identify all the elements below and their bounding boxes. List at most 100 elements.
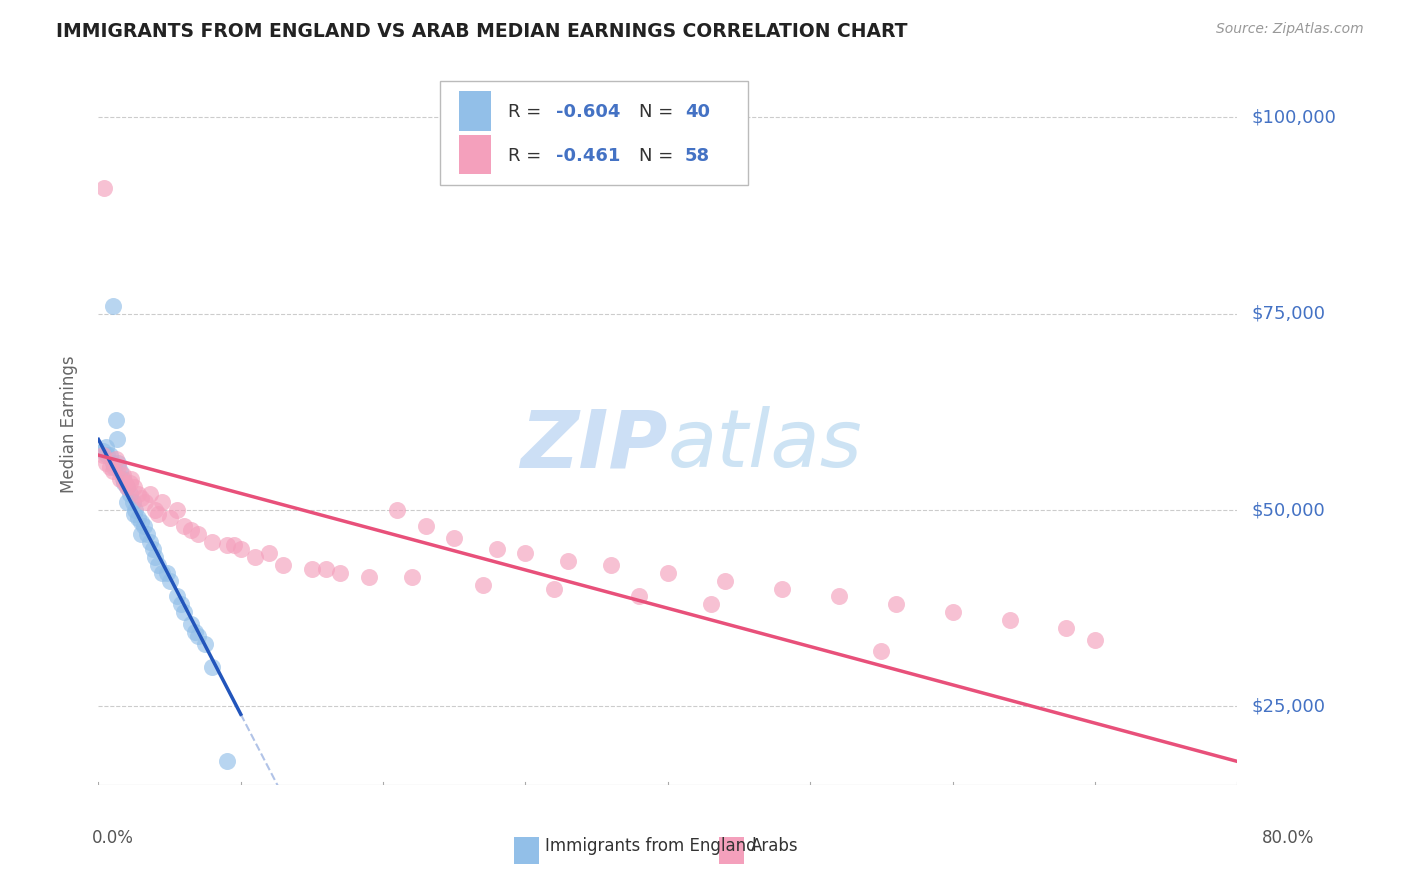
Bar [718, 837, 744, 864]
Point [180, 523, 202, 537]
Bar [515, 837, 538, 864]
Point [107, 456, 129, 470]
Point [108, 472, 131, 486]
Point [107, 459, 129, 474]
Point [170, 598, 193, 612]
Text: ZIP: ZIP [520, 407, 668, 484]
Point [173, 605, 195, 619]
Point [870, 644, 893, 658]
Point [98, 448, 121, 462]
Point [112, 475, 135, 490]
Point [273, 558, 295, 572]
Point [515, 546, 537, 560]
Point [222, 538, 245, 552]
Point [180, 617, 202, 632]
Point [138, 487, 160, 501]
Point [415, 518, 437, 533]
Point [443, 531, 465, 545]
Point [1084, 632, 1107, 647]
Point [111, 472, 134, 486]
Point [91, 444, 114, 458]
FancyBboxPatch shape [440, 80, 748, 186]
Point [122, 507, 145, 521]
Point [111, 467, 134, 482]
Point [108, 464, 131, 478]
Bar [460, 91, 491, 131]
Point [657, 566, 679, 580]
Point [145, 550, 167, 565]
Point [104, 413, 127, 427]
Point [557, 554, 579, 568]
Point [187, 526, 209, 541]
Point [628, 590, 651, 604]
Point [315, 562, 337, 576]
Point [471, 577, 494, 591]
Point [94, 440, 117, 454]
Point [152, 566, 174, 580]
Point [91, 448, 114, 462]
Point [1056, 621, 1078, 635]
Point [159, 574, 181, 588]
Point [600, 558, 623, 572]
Point [132, 518, 155, 533]
Text: -0.461: -0.461 [557, 147, 620, 165]
Text: $75,000: $75,000 [1251, 305, 1326, 323]
Point [357, 570, 380, 584]
Point [115, 479, 138, 493]
Point [201, 660, 224, 674]
Point [187, 629, 209, 643]
Point [135, 526, 157, 541]
Point [942, 605, 965, 619]
Point [699, 598, 721, 612]
Text: Arabs: Arabs [751, 838, 799, 855]
Point [122, 479, 145, 493]
Text: Immigrants from England: Immigrants from England [546, 838, 756, 855]
Point [201, 534, 224, 549]
Text: R =: R = [509, 147, 547, 165]
Text: -0.604: -0.604 [557, 103, 620, 120]
Point [124, 503, 146, 517]
Point [152, 495, 174, 509]
Point [129, 491, 152, 506]
Point [884, 598, 907, 612]
Point [166, 503, 188, 517]
Point [141, 542, 163, 557]
Point [828, 590, 851, 604]
Point [103, 459, 125, 474]
Point [156, 566, 179, 580]
Point [105, 433, 128, 447]
Point [148, 558, 170, 572]
Point [98, 459, 121, 474]
Point [301, 562, 323, 576]
Point [118, 487, 141, 501]
Point [101, 299, 124, 313]
Point [714, 574, 737, 588]
Text: 58: 58 [685, 147, 710, 165]
Text: N =: N = [640, 147, 679, 165]
Point [387, 503, 409, 517]
Point [115, 479, 138, 493]
Point [401, 570, 423, 584]
Point [134, 495, 156, 509]
Point [138, 534, 160, 549]
Point [184, 624, 207, 639]
Text: 0.0%: 0.0% [91, 829, 134, 847]
Bar [460, 135, 491, 175]
Text: Source: ZipAtlas.com: Source: ZipAtlas.com [1216, 22, 1364, 37]
Point [96, 448, 118, 462]
Point [101, 464, 124, 478]
Point [114, 475, 136, 490]
Point [94, 456, 117, 470]
Text: $50,000: $50,000 [1251, 501, 1324, 519]
Point [173, 518, 195, 533]
Text: 80.0%: 80.0% [1263, 829, 1315, 847]
Point [194, 637, 217, 651]
Point [129, 515, 152, 529]
Point [770, 582, 793, 596]
Point [243, 550, 266, 565]
Point [148, 507, 170, 521]
Point [121, 495, 143, 509]
Text: IMMIGRANTS FROM ENGLAND VS ARAB MEDIAN EARNINGS CORRELATION CHART: IMMIGRANTS FROM ENGLAND VS ARAB MEDIAN E… [56, 22, 908, 41]
Point [127, 511, 149, 525]
Point [166, 590, 188, 604]
